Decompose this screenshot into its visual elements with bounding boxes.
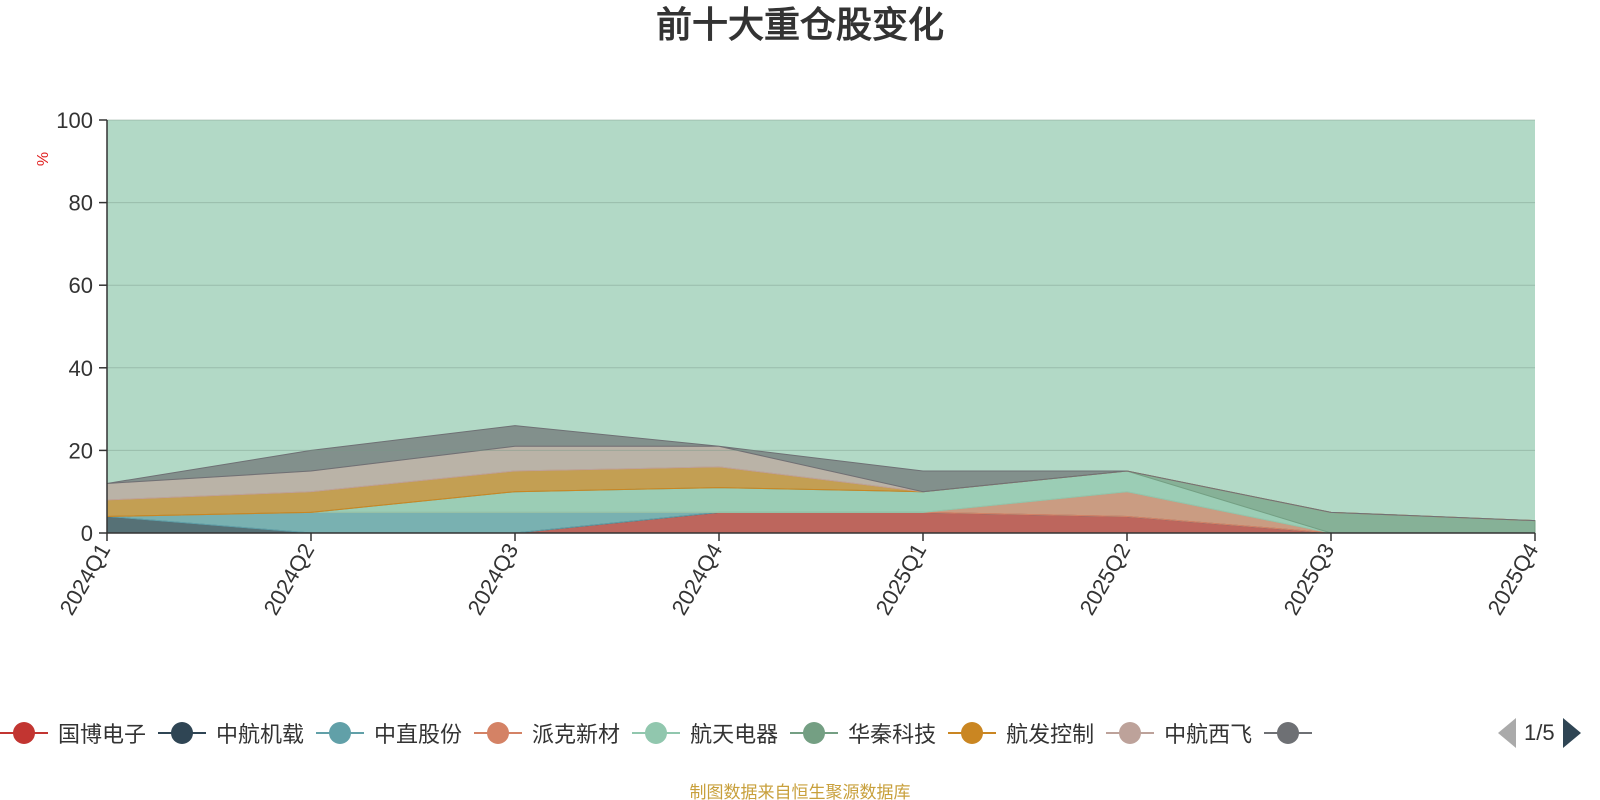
y-tick-label: 100 [56, 108, 93, 133]
y-tick-label: 20 [69, 438, 93, 463]
legend-item[interactable]: 华秦科技 [790, 713, 936, 753]
legend-item[interactable]: 中航西飞 [1106, 713, 1252, 753]
legend-marker-icon [474, 721, 523, 745]
x-tick-label: 2025Q4 [1483, 539, 1544, 619]
legend-page-indicator: 1/5 [1524, 720, 1555, 745]
x-tick-label: 2024Q2 [259, 539, 320, 619]
area-series-8 [106, 425, 1536, 522]
legend-label: 航发控制 [1006, 722, 1095, 747]
legend-item[interactable]: 中航机载 [158, 713, 304, 753]
y-tick-label: 40 [69, 356, 93, 381]
x-tick-label: 2025Q2 [1075, 539, 1136, 619]
legend-marker-icon [316, 721, 365, 745]
legend-marker-icon [158, 721, 207, 745]
legend-label: 国博电子 [58, 722, 147, 747]
legend: 国博电子 中航机载 中直股份 派克新材 航天电器 华秦科技 航发控制 中航西飞 [0, 713, 1485, 753]
chart-title: 前十大重仓股变化 [655, 4, 944, 45]
legend-item[interactable]: 中直股份 [316, 713, 462, 753]
x-tick-label: 2024Q3 [463, 539, 524, 619]
y-tick-label: 0 [81, 521, 93, 546]
y-tick-label: 80 [69, 191, 93, 216]
legend-label: 中直股份 [374, 722, 463, 747]
legend-label: 航天电器 [690, 722, 779, 747]
legend-label: 中航西飞 [1164, 722, 1253, 747]
source-note: 制图数据来自恒生聚源数据库 [689, 783, 911, 800]
legend-marker-icon [632, 721, 681, 745]
legend-label: 中航机载 [216, 722, 305, 747]
legend-item[interactable]: 派克新材 [474, 713, 620, 753]
legend-label: 华秦科技 [848, 722, 937, 747]
next-page-icon[interactable] [1562, 718, 1581, 748]
stacked-area-chart: 0 20 40 60 80 100 2024Q1 2024Q2 2024Q3 2024Q4 2025… [55, 108, 1544, 619]
legend-item[interactable]: 国博电子 [0, 713, 146, 753]
x-tick-label: 2024Q1 [55, 539, 116, 619]
x-tick-label: 2025Q1 [871, 539, 932, 619]
legend-marker-icon [1106, 721, 1155, 745]
x-tick-label: 2025Q3 [1279, 539, 1340, 619]
legend-item[interactable]: 航天电器 [632, 713, 778, 753]
y-tick-label: 60 [69, 273, 93, 298]
legend-label: 派克新材 [532, 722, 621, 747]
x-tick-label: 2024Q4 [667, 539, 728, 619]
legend-marker-icon [948, 721, 997, 745]
prev-page-icon[interactable] [1498, 718, 1516, 748]
legend-pager: 1/5 [1498, 713, 1600, 753]
legend-marker-icon [0, 721, 48, 745]
legend-item[interactable] [1264, 713, 1322, 753]
legend-item[interactable]: 航发控制 [948, 713, 1094, 753]
legend-marker-icon [790, 721, 839, 745]
legend-marker-icon [1264, 721, 1313, 745]
